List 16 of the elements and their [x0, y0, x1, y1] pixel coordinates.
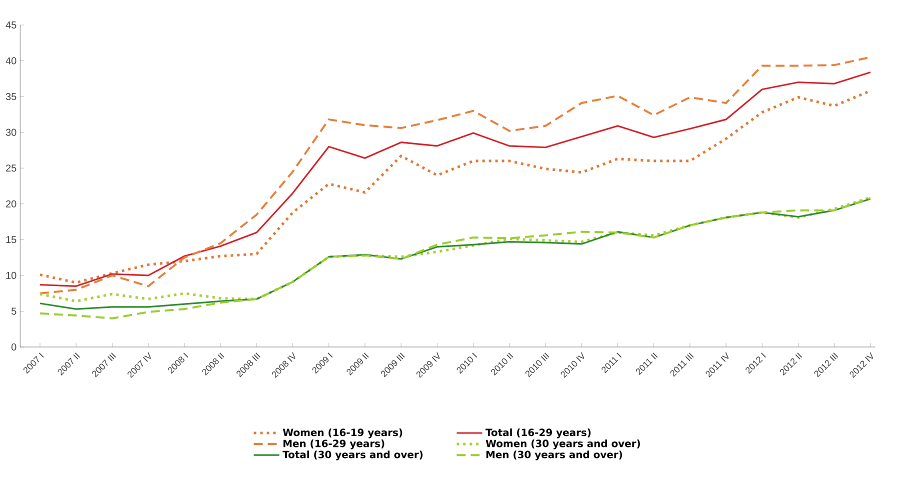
y-tick-label: 35 — [6, 93, 16, 100]
y-tick-label: 45 — [6, 22, 16, 28]
legend-label: Total (16-29 years) — [486, 428, 591, 438]
legend-label: Men (16-29 years) — [283, 440, 384, 450]
y-tick-label: 20 — [6, 200, 16, 208]
legend-label: Men (30 years and over) — [486, 450, 622, 460]
y-tick-label: 40 — [6, 57, 16, 64]
y-tick-label: 25 — [6, 164, 16, 172]
y-tick-label: 10 — [6, 272, 16, 279]
y-tick-label: 5 — [11, 308, 16, 315]
legend-label: Women (16-19 years) — [282, 428, 402, 438]
legend-label: Total (30 years and over) — [282, 450, 423, 460]
y-tick-label: 15 — [6, 236, 16, 244]
y-tick-label: 30 — [6, 128, 16, 136]
y-tick-label: 0 — [11, 343, 16, 351]
legend-label: Women (30 years and over) — [486, 440, 640, 450]
